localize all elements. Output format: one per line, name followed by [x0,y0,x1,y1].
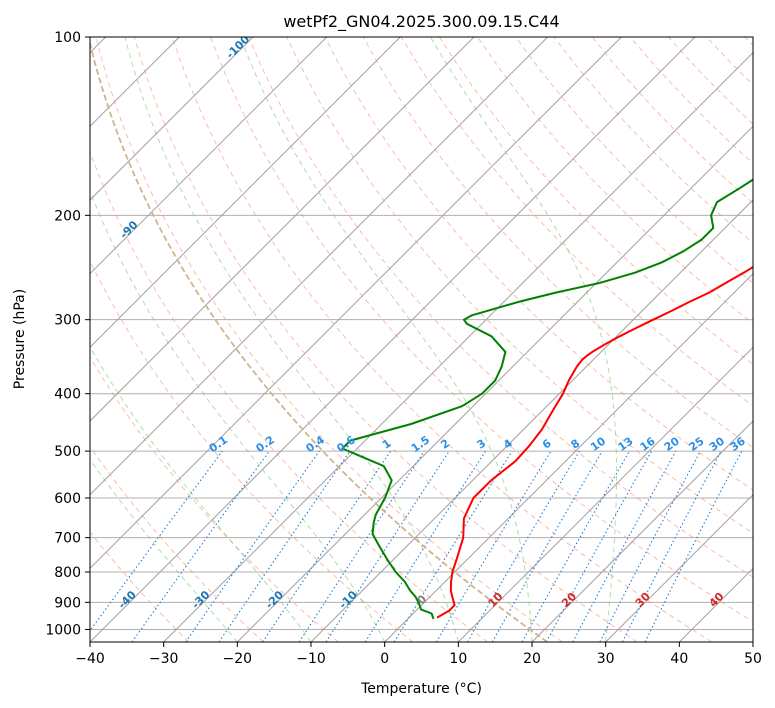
x-tick-label: 10 [449,651,467,667]
mixing-ratio-line [262,450,392,642]
isobar-gridlines [90,37,753,630]
isotherm-lines [90,37,753,642]
y-tick-label: 200 [54,208,81,224]
y-tick-label: 300 [54,313,81,329]
x-tick-label: −10 [296,651,326,667]
x-tick-label: 40 [670,651,688,667]
dry-adiabat [171,37,712,642]
x-tick-label: 0 [380,651,389,667]
dry-adiabat [90,356,339,642]
profile-series [341,178,753,620]
dry-adiabat [95,37,563,642]
x-axis-ticks: −40 −30 −20 −10 0 10 20 30 40 50 [75,642,762,667]
isotherm-line [531,420,753,642]
dry-adiabat [286,37,753,534]
x-axis-label: Temperature (°C) [360,681,482,697]
dry-adiabat [438,37,753,366]
isotherm-line [90,37,696,642]
isotherm-line [236,125,753,642]
mixing-ratio-line [545,450,653,642]
mixing-ratio-line [298,450,425,642]
dry-adiabat [90,150,488,642]
moist-adiabat [239,37,533,642]
isotherm-line [90,37,254,201]
isotherm-line [163,51,753,642]
mixing-ratio-line [131,450,270,642]
dry-adiabat [90,445,264,642]
mixing-ratio-line [218,450,351,642]
x-tick-label: 30 [597,651,615,667]
y-tick-label: 900 [54,595,81,611]
mixing-ratio-line [644,450,743,642]
moist-adiabat [90,458,238,642]
y-axis-label: Pressure (hPa) [12,289,28,389]
y-tick-label: 100 [54,30,81,46]
dry-adiabat [90,259,414,642]
dry-adiabat [133,37,638,642]
x-tick-label: −30 [149,651,179,667]
y-tick-label: 1000 [45,622,81,638]
isotherm-line [90,37,328,275]
mixing-ratio-line [325,450,450,642]
temperature-profile-line [436,265,753,619]
dry-adiabat [210,37,753,623]
y-tick-label: 500 [54,444,81,460]
reference-adiabat [90,39,548,642]
isotherm-line [90,37,475,422]
plot-frame [89,36,754,643]
mixing-ratio-line [185,450,320,642]
dry-adiabat [248,37,753,578]
x-tick-label: −40 [75,651,105,667]
special-reference-line [90,39,548,642]
x-tick-label: 50 [744,651,762,667]
dry-adiabat [515,37,753,284]
x-tick-label: −20 [223,651,253,667]
y-tick-label: 600 [54,491,81,507]
moist-adiabat [90,189,386,642]
moist-adiabat-lines [90,37,617,642]
moist-adiabat [430,37,617,642]
mixing-ratio-line [90,450,223,632]
isotherm-line [90,37,549,496]
mixing-ratio-line [572,450,677,642]
isotherm-line [90,37,401,349]
isotherm-line [90,37,622,570]
moist-adiabat [124,37,459,642]
y-tick-label: 800 [54,565,81,581]
dry-adiabat-lines [90,37,753,642]
x-tick-label: 20 [523,651,541,667]
dewpoint-profile-line [341,178,753,620]
mixing-ratio-lines [90,450,743,642]
dry-adiabat [400,37,753,407]
y-tick-label: 400 [54,387,81,403]
moist-adiabat [90,345,312,642]
isotherm-line [384,272,753,642]
dry-adiabat [90,531,190,642]
isotherm-line [605,493,753,642]
y-tick-label: 700 [54,531,81,547]
mixing-ratio-line [521,450,630,642]
chart-title: wetPf2_GN04.2025.300.09.15.C44 [283,12,559,32]
isotherm-line [457,346,753,642]
mixing-ratio-line [393,450,513,642]
y-axis-ticks: 100 200 300 400 500 600 700 800 900 1000 [45,30,90,638]
